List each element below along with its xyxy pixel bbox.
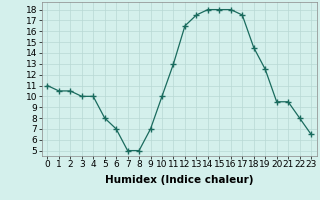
X-axis label: Humidex (Indice chaleur): Humidex (Indice chaleur) xyxy=(105,175,253,185)
